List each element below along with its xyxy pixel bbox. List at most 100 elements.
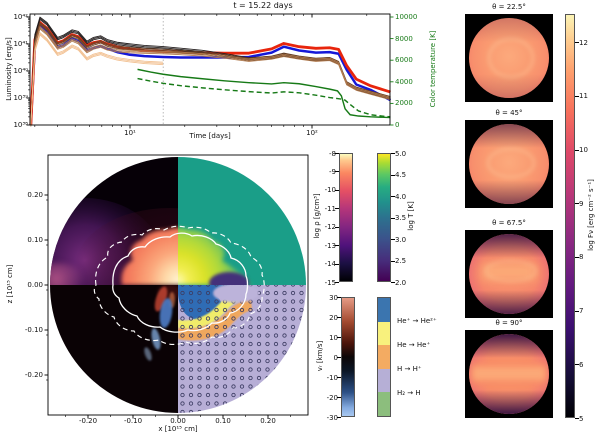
lightcurve-axes-box bbox=[29, 13, 391, 126]
lightcurve-series bbox=[137, 68, 391, 119]
time-axis-label: Time [days] bbox=[189, 132, 231, 140]
lightcurve-series bbox=[30, 26, 391, 124]
tick-label: 0.20 bbox=[27, 191, 43, 199]
tick-label: 9 bbox=[579, 199, 584, 208]
tick-label: 6000 bbox=[395, 56, 413, 65]
tick-label: 0.10 bbox=[215, 417, 231, 425]
tick-label: 10 bbox=[579, 146, 588, 154]
tick-label: 8000 bbox=[395, 34, 413, 43]
tick-label bbox=[335, 153, 339, 154]
flux-disk bbox=[469, 234, 549, 314]
tick-label: 20 bbox=[329, 313, 338, 322]
tick-label: -0.20 bbox=[78, 417, 98, 425]
tick-label bbox=[391, 153, 395, 154]
flux-image-67.5deg bbox=[465, 230, 553, 318]
tick-label: 3.5 bbox=[395, 214, 407, 222]
tick-label bbox=[337, 357, 341, 358]
tick-label: 2000 bbox=[395, 99, 413, 108]
tick-label: 0.00 bbox=[170, 417, 186, 425]
tick-label bbox=[391, 217, 395, 219]
tick-label bbox=[391, 260, 395, 262]
plot-title: t = 15.22 days bbox=[233, 1, 293, 10]
tick-label: -0.20 bbox=[24, 371, 43, 379]
velocity-quadrant bbox=[50, 285, 178, 413]
flux-image-22.5deg bbox=[465, 14, 553, 102]
map-ticks bbox=[44, 194, 291, 419]
tick-label bbox=[335, 245, 339, 247]
tick-label bbox=[337, 337, 341, 338]
lightcurve-series bbox=[30, 33, 164, 126]
lightcurve-series bbox=[30, 28, 391, 127]
lightcurve-series bbox=[137, 77, 391, 118]
tick-label bbox=[335, 171, 339, 173]
flux-panel-title-2: θ = 45° bbox=[495, 109, 523, 117]
tick-label: 10³⁸ bbox=[13, 121, 28, 129]
tick-label bbox=[391, 196, 395, 197]
tick-label: 30 bbox=[329, 293, 338, 302]
flux-disk bbox=[469, 334, 549, 414]
tick-label bbox=[335, 282, 339, 283]
tick-label bbox=[575, 310, 579, 312]
tick-label: 10⁴² bbox=[13, 13, 28, 21]
tick-label: -15 bbox=[324, 278, 336, 287]
flux-panel-title-3: θ = 67.5° bbox=[492, 219, 526, 227]
tick-label: -0.10 bbox=[24, 326, 43, 334]
outer-contour-dashed bbox=[93, 225, 265, 346]
tick-label: -13 bbox=[324, 241, 336, 250]
tick-label bbox=[575, 149, 579, 151]
tick-label: -9 bbox=[329, 167, 336, 176]
lightcurve-series bbox=[30, 27, 391, 126]
tick-label: 11 bbox=[579, 92, 588, 101]
tick-label: H → H⁺ bbox=[397, 365, 422, 373]
tick-label: -10 bbox=[326, 373, 338, 382]
tick-label: 3.0 bbox=[395, 235, 407, 244]
tick-label: 10 bbox=[329, 333, 338, 342]
flux-panel-title-1: θ = 22.5° bbox=[492, 3, 526, 11]
flux-image-90deg bbox=[465, 330, 553, 418]
ionization-segment bbox=[378, 321, 390, 346]
tick-label: 12 bbox=[579, 38, 588, 47]
tick-label bbox=[335, 208, 339, 210]
lightcurve-series bbox=[30, 34, 164, 127]
tick-label: -11 bbox=[324, 204, 336, 213]
ionization-segment bbox=[378, 298, 390, 322]
density-colorbar bbox=[339, 153, 353, 282]
tick-label: He → He⁺ bbox=[397, 341, 431, 349]
tick-label: 4.0 bbox=[395, 192, 407, 201]
tick-label: 8 bbox=[579, 253, 584, 262]
tick-label: 10³⁹ bbox=[13, 94, 28, 102]
tick-label: 0 bbox=[395, 121, 400, 129]
tick-label: 2.5 bbox=[395, 257, 407, 265]
tick-label bbox=[575, 418, 579, 419]
velocity-colorbar bbox=[341, 297, 355, 417]
temperature-quadrant bbox=[178, 157, 306, 285]
flux-image-45deg bbox=[465, 120, 553, 208]
tick-label: -12 bbox=[324, 223, 336, 232]
map-y-axis-label: z [10¹⁵ cm] bbox=[6, 264, 14, 304]
ionization-segment bbox=[378, 368, 390, 393]
tick-label: 5 bbox=[579, 414, 584, 423]
tick-label bbox=[575, 364, 579, 366]
tick-label bbox=[391, 174, 395, 176]
ionization-segment bbox=[378, 345, 390, 369]
tick-label: -20 bbox=[326, 393, 338, 402]
tick-label bbox=[337, 317, 341, 318]
tick-label bbox=[337, 377, 341, 378]
tick-label bbox=[337, 417, 341, 418]
tick-label: 10000 bbox=[395, 13, 418, 21]
flux-panel-title-4: θ = 90° bbox=[495, 319, 523, 327]
tick-label: 2.0 bbox=[395, 278, 407, 287]
tick-label bbox=[337, 297, 341, 298]
map-x-axis-label: x [10¹⁵ cm] bbox=[158, 425, 198, 433]
tick-label: 10¹ bbox=[124, 129, 136, 137]
tick-label: -8 bbox=[329, 149, 336, 158]
tick-label: 0.10 bbox=[27, 236, 43, 244]
ionization-segment bbox=[378, 392, 390, 416]
tick-label bbox=[337, 397, 341, 398]
lightcurve-series bbox=[30, 32, 164, 124]
tick-label: 10⁴⁰ bbox=[13, 67, 28, 75]
tick-label bbox=[575, 256, 579, 258]
temperature-colorbar bbox=[377, 153, 391, 282]
flux-colorbar bbox=[565, 14, 575, 418]
